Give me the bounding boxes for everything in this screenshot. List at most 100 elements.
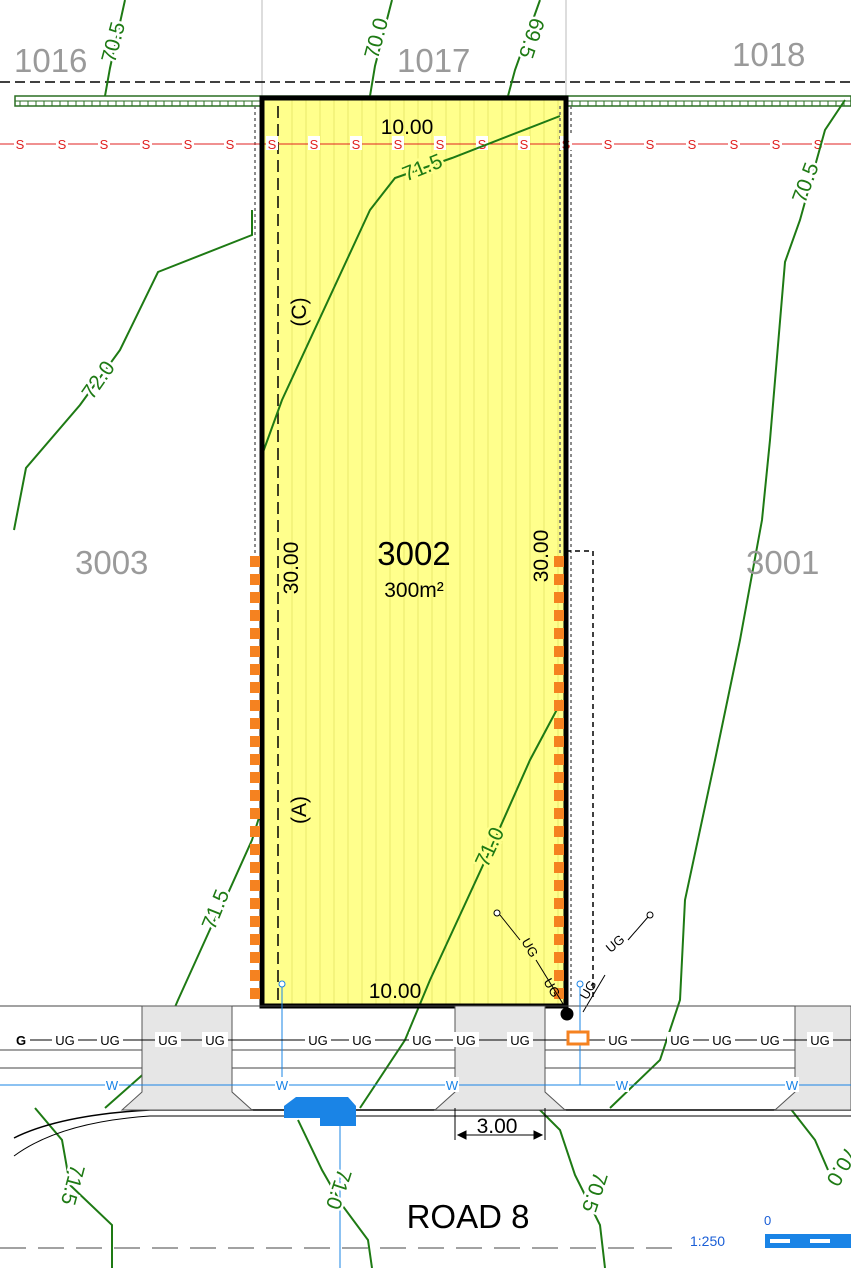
retaining-wall-right-segment [554,610,564,621]
sewer-code-label-bg [182,136,194,150]
water-code-label: W [106,1078,119,1093]
ug-code-label: UG [712,1033,732,1048]
sewer-code-label-bg [56,136,68,150]
lot-label-3003: 3003 [75,544,148,581]
lot-hatch [291,100,559,1004]
scale-ratio: 1:250 [690,1233,725,1249]
retaining-wall-right-segment [554,592,564,603]
retaining-wall-right-segment [554,754,564,765]
contour-lines [13,0,846,1268]
ug-code-label-bg [409,1032,435,1047]
ug-code-label-bg [757,1032,783,1047]
ug-code-label-bg [453,1032,479,1047]
ug-code-label-bg [807,1032,833,1047]
lot-label-1018: 1018 [732,36,805,73]
sewer-code-label: S [646,137,655,152]
easement-c-label: (C) [288,297,311,326]
contour-71-0-inner [359,699,563,1109]
sewer-code-label-bg [770,136,782,150]
sewer-code-label-bg [644,136,656,150]
dimension-right: 30.00 [530,530,553,583]
retaining-wall-right-segment [554,574,564,585]
sewer-code-label: S [268,137,277,152]
underground-line: UG UG UG UG UG UG UG UG UG UG UG UG UG UG G [12,1030,851,1048]
ug-code-label-bg [667,1032,693,1047]
lot-number: 3002 [377,535,450,572]
retaining-wall-right-segment [554,988,564,999]
contour-label-70-5-bottom: 70.5 [577,1169,612,1215]
contour-71-5-inner [261,115,561,456]
retaining-wall-left-segment [250,844,260,855]
retaining-wall-left-segment [250,826,260,837]
ug-code-label: UG [158,1033,178,1048]
retaining-wall-right-segment [554,880,564,891]
sewer-code-label: S [352,137,361,152]
retaining-wall-left-segment [250,754,260,765]
retaining-wall-right-segment [554,934,564,945]
sewer-code-label-bg [350,136,362,150]
retaining-wall-left-segment [250,934,260,945]
crossover-dimension [454,1108,546,1140]
ug-code-label: UG [352,1033,372,1048]
retaining-wall-right-segment [554,862,564,873]
dimension-crossover: 3.00 [477,1115,518,1138]
ug-code-label-bg [202,1032,228,1047]
ug-code-label: UG [456,1033,476,1048]
ug-code-label: UG [810,1033,830,1048]
ug-code-label-bg [305,1032,331,1047]
retaining-wall-right-segment [554,826,564,837]
stormwater-pit-icon[interactable] [284,1097,356,1126]
lot-area: 300m² [384,579,444,602]
sewer-code-label-bg [98,136,110,150]
contour-label-71-5-bottom: 71.5 [56,1162,89,1207]
pit-icon[interactable] [566,1030,590,1046]
ug-code-label: UG [55,1033,75,1048]
ug-code-label: UG [510,1033,530,1048]
lot-label-3001: 3001 [746,544,819,581]
water-code-label: W [616,1078,629,1093]
connection-point-icon[interactable] [560,1007,574,1021]
retaining-wall-left-segment [250,808,260,819]
lot-label-1017: 1017 [397,42,470,79]
lot-3002-fill[interactable] [262,98,566,1006]
sewer-code-label: S [730,137,739,152]
retaining-wall-left-segment [250,898,260,909]
retaining-wall-left-segment [250,718,260,729]
ug-code-label: UG [670,1033,690,1048]
retaining-wall-right-segment [554,664,564,675]
contour-69-5-top [507,0,541,97]
retaining-wall-left-segment [250,628,260,639]
scale-bar [765,1234,851,1248]
sewer-code-label-bg [392,136,404,150]
contour-71-0-bottom [297,1119,373,1268]
sewer-code-label: S [16,137,25,152]
retaining-wall-left-segment [250,952,260,963]
crossover-left [120,1005,254,1111]
retaining-wall-left-segment [250,916,260,927]
retaining-wall-left-segment [250,970,260,981]
sewer-code-label: S [478,137,487,152]
water-code-label: W [276,1078,289,1093]
retaining-wall-left-segment [250,556,260,567]
ug-label-service-right: UG [603,932,628,956]
retaining-wall-left-segment [250,988,260,999]
ug-code-label-bg [709,1032,735,1047]
sewer-code-label: S [520,137,529,152]
sewer-code-label: S [310,137,319,152]
contour-label-71-0-bottom: 71.0 [321,1166,356,1212]
crossover-right [773,1005,851,1111]
crossover-center [433,1005,567,1111]
ug-code-label-bg [605,1032,631,1047]
contour-label-70-5-top-left: 70.5 [97,20,130,65]
retaining-wall-left-segment [250,790,260,801]
water-code-label: W [786,1078,799,1093]
retaining-wall-right-segment [554,970,564,981]
easement-lines [254,106,594,1000]
retaining-wall-left-segment [250,682,260,693]
sewer-code-label-bg [266,136,278,150]
contour-label-71-5-left: 71.5 [198,886,235,933]
sewer-code-label-bg [14,136,26,150]
sewer-code-label: S [226,137,235,152]
retaining-wall-left-segment [250,646,260,657]
ug-code-label-truncated: G [16,1033,26,1048]
